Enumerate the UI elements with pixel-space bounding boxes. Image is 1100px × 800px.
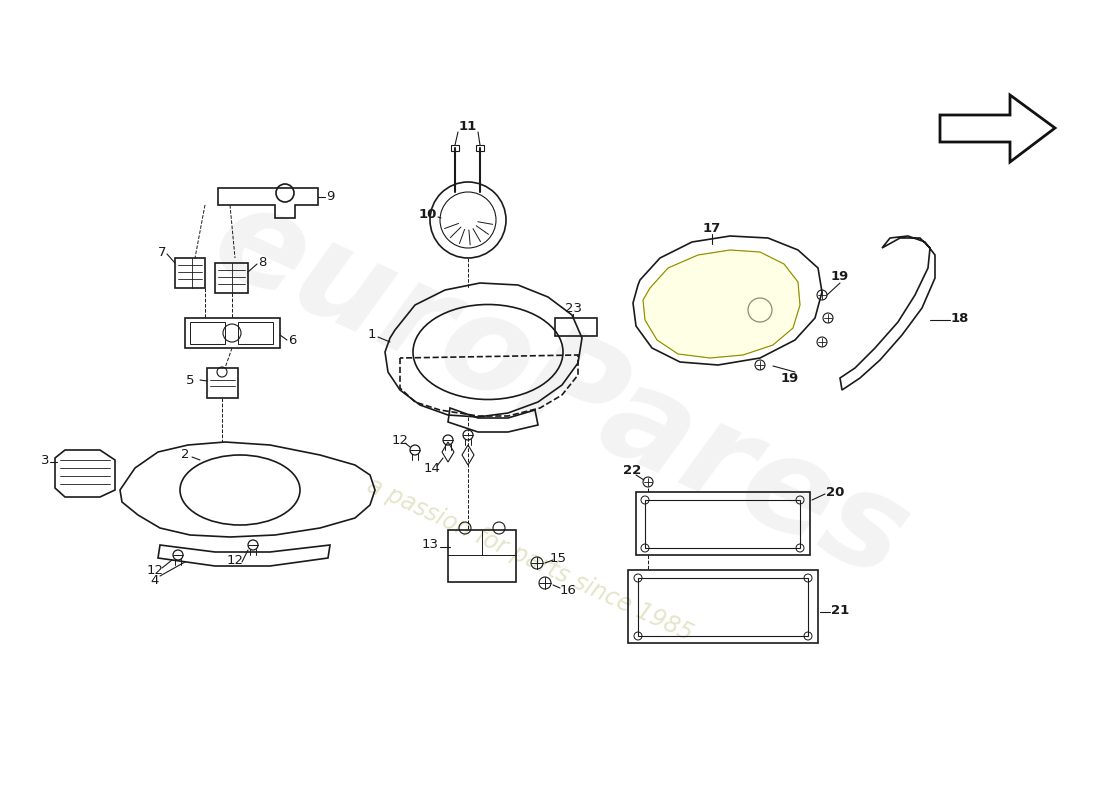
Bar [448,530,516,582]
Text: 10: 10 [419,209,437,222]
Text: 13: 13 [421,538,439,551]
Text: 16: 16 [560,583,576,597]
Text: 3: 3 [41,454,50,466]
Text: 8: 8 [257,255,266,269]
Text: 5: 5 [186,374,195,386]
Text: 12: 12 [227,554,243,566]
Bar [451,145,459,151]
Text: 7: 7 [157,246,166,258]
Text: euroPares: euroPares [194,174,926,606]
Bar [238,322,273,344]
Text: 22: 22 [623,463,641,477]
Text: 14: 14 [424,462,440,474]
Text: 1: 1 [367,329,376,342]
Text: a passion for parts since 1985: a passion for parts since 1985 [363,474,696,646]
Text: 19: 19 [781,371,799,385]
Bar [190,322,226,344]
Text: 15: 15 [550,551,566,565]
Bar [556,318,597,336]
Text: 23: 23 [564,302,582,314]
Text: 4: 4 [151,574,160,586]
Text: 9: 9 [326,190,334,203]
Text: 11: 11 [459,121,477,134]
Text: 12: 12 [146,563,164,577]
Text: 21: 21 [830,603,849,617]
Text: 19: 19 [830,270,849,282]
Text: 17: 17 [703,222,722,234]
Polygon shape [940,95,1055,162]
Bar [476,145,484,151]
Text: 6: 6 [288,334,296,346]
Polygon shape [644,250,800,358]
Text: 20: 20 [826,486,844,498]
Text: 18: 18 [950,311,969,325]
Text: 2: 2 [180,449,189,462]
Text: 12: 12 [392,434,408,446]
